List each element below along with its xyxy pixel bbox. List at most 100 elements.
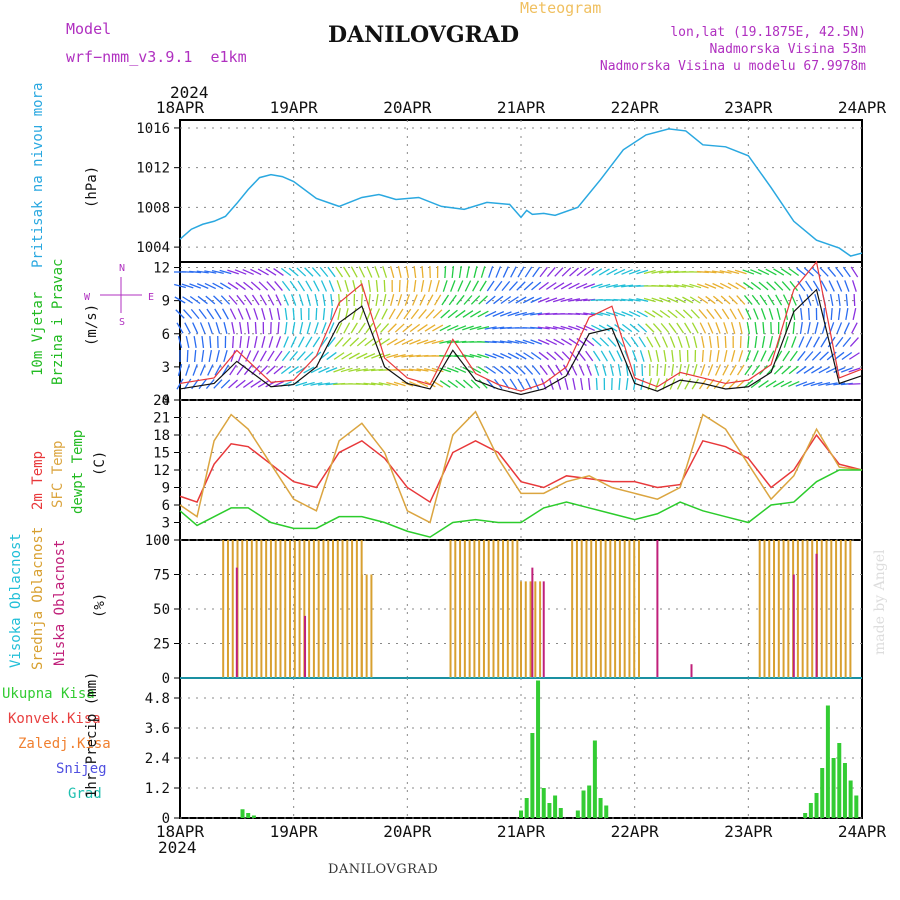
wind-arrow: [546, 351, 557, 361]
wind-arrow: [652, 323, 662, 333]
wind-arrow: [223, 350, 228, 362]
wind-arrow: [842, 336, 852, 348]
wind-arrow: [319, 336, 329, 348]
wind-arrow: [493, 365, 504, 375]
wind-arrow: [292, 307, 295, 321]
wind-arrow: [591, 337, 602, 347]
wind-arrow: [851, 280, 857, 292]
wind-arrow: [734, 269, 747, 275]
wind-arrow: [803, 366, 815, 374]
wind-arrow: [654, 378, 660, 390]
wind-arrow: [251, 294, 260, 306]
wind-arrow: [682, 309, 693, 319]
wind-arrow: [605, 284, 618, 288]
wind-arrow: [728, 379, 738, 389]
wind-arrow: [517, 266, 525, 278]
wind-arrow: [572, 377, 576, 391]
wind-arrow: [267, 294, 275, 306]
wind-arrow: [658, 270, 672, 274]
wind-arrow: [337, 307, 341, 321]
wind-arrow: [554, 267, 564, 277]
wind-arrow: [375, 279, 379, 293]
precip-bar: [553, 795, 558, 818]
wind-arrow: [598, 268, 610, 276]
wind-arrow: [176, 322, 184, 334]
wind-arrow: [492, 311, 505, 317]
wind-arrow: [766, 281, 776, 291]
x-tick-label-bottom: 20APR: [383, 822, 432, 841]
wind-arrow: [229, 364, 237, 376]
wind-arrow: [401, 338, 414, 346]
wind-arrow: [381, 308, 388, 320]
wind-arrow: [254, 321, 257, 335]
wind-arrow: [848, 383, 861, 385]
wind-arrow: [818, 366, 830, 374]
wind-arrow: [204, 282, 217, 290]
wind-arrow: [507, 311, 520, 317]
wind-arrow: [751, 294, 761, 306]
wind-arrow: [722, 364, 729, 376]
wind-arrow: [343, 322, 351, 334]
wind-arrow: [174, 283, 186, 289]
wind-arrow: [818, 381, 831, 387]
wind-arrow: [273, 365, 284, 375]
wind-arrow: [598, 283, 611, 289]
wind-arrow: [709, 349, 712, 363]
wind-arrow: [416, 380, 429, 388]
wind-arrow: [477, 353, 490, 359]
wind-arrow: [849, 352, 860, 360]
wind-arrow: [174, 296, 186, 304]
wind-arrow: [766, 365, 776, 375]
wind-arrow: [406, 279, 409, 293]
wind-arrow: [330, 293, 333, 307]
y-tick-label: 12: [153, 261, 170, 277]
wind-arrow: [616, 350, 623, 362]
wind-arrow: [594, 364, 600, 376]
wind-arrow: [196, 270, 209, 274]
wind-arrow: [716, 335, 720, 349]
wind-arrow: [310, 382, 323, 386]
wind-arrow: [189, 283, 202, 289]
compass-north: N: [119, 263, 125, 274]
wind-arrow: [580, 377, 584, 391]
wind-arrow: [682, 296, 694, 304]
wind-arrow: [830, 307, 833, 321]
wind-arrow: [523, 352, 534, 360]
wind-arrow: [841, 351, 853, 361]
wind-arrow: [628, 310, 641, 318]
wind-arrow: [707, 364, 714, 376]
wind-arrow: [632, 350, 638, 362]
wind-arrow: [696, 283, 709, 289]
y-tick-label: 18: [153, 428, 170, 444]
wind-arrow: [261, 336, 266, 348]
wind-arrow: [213, 379, 223, 389]
wind-arrow: [693, 336, 698, 348]
wind-arrow: [712, 282, 724, 290]
wind-arrow: [456, 294, 465, 306]
wind-arrow: [661, 336, 669, 348]
wind-arrow: [554, 351, 564, 361]
wind-speed-line: [179, 288, 863, 396]
wind-arrow: [561, 351, 572, 361]
wind-arrow: [828, 280, 835, 292]
wind-arrow: [326, 351, 337, 361]
wind-arrow: [409, 339, 421, 345]
y-tick-label: 0: [162, 811, 170, 827]
wind-arrow: [636, 269, 649, 275]
precip-bar: [240, 809, 245, 818]
wind-arrow: [646, 336, 654, 348]
wind-arrow: [312, 336, 321, 348]
wind-arrow: [383, 279, 386, 293]
wind-arrow: [401, 354, 414, 358]
wind-arrow: [765, 380, 777, 388]
wind-arrow: [819, 267, 829, 277]
precip-bar: [825, 705, 830, 818]
wind-arrow: [668, 322, 677, 334]
wind-arrow: [575, 325, 588, 331]
wind-arrow: [508, 365, 519, 375]
wind-arrow: [585, 350, 594, 362]
wind-arrow: [268, 336, 274, 348]
wind-arrow: [464, 280, 472, 292]
wind-arrow: [446, 340, 459, 344]
wind-arrow: [750, 379, 762, 389]
